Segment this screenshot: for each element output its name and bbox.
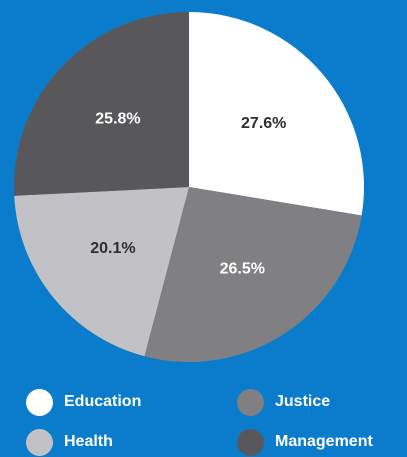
data-label-education: 27.6%: [241, 115, 286, 132]
legend-label-justice: Justice: [275, 393, 331, 410]
data-label-justice: 26.5%: [220, 260, 265, 277]
legend-label-management: Management: [275, 433, 373, 450]
management-swatch-icon: [237, 428, 264, 456]
pie-slice-education: [189, 12, 364, 216]
justice-swatch-icon: [237, 388, 264, 416]
pie-slice-management: [13, 12, 189, 196]
legend-label-education: Education: [64, 393, 142, 410]
legend-item-management: Management: [237, 427, 373, 457]
legend-item-health: Health: [26, 427, 113, 457]
chart-legend: Education Justice Health Management: [0, 383, 407, 457]
data-label-health: 20.1%: [90, 240, 135, 257]
legend-label-health: Health: [64, 433, 113, 450]
health-swatch-icon: [26, 428, 53, 456]
pie-slice-health: [14, 187, 189, 357]
legend-item-justice: Justice: [237, 387, 330, 417]
education-swatch-icon: [26, 388, 53, 416]
data-label-management: 25.8%: [95, 111, 140, 128]
pie-chart: 27.6% 26.5% 20.1% 25.8%: [13, 12, 364, 363]
pie-slice-justice: [144, 187, 362, 363]
legend-item-education: Education: [26, 387, 141, 417]
